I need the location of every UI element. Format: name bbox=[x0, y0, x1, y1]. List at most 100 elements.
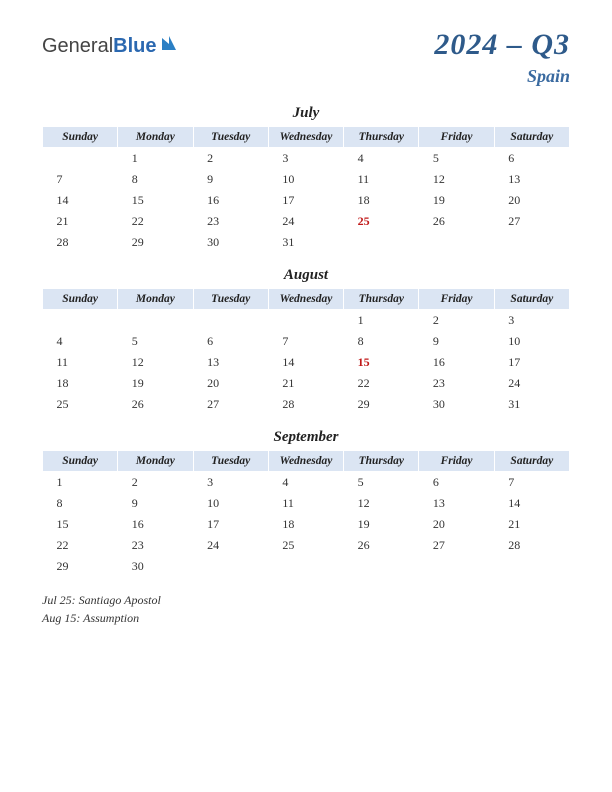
day-cell: 15 bbox=[43, 514, 118, 535]
day-cell: 20 bbox=[193, 373, 268, 394]
day-cell: 16 bbox=[193, 190, 268, 211]
day-cell bbox=[43, 148, 118, 170]
day-cell: 3 bbox=[193, 472, 268, 494]
day-cell: 13 bbox=[419, 493, 494, 514]
page-title: 2024 – Q3 bbox=[434, 28, 570, 62]
day-cell: 24 bbox=[494, 373, 569, 394]
day-header: Tuesday bbox=[193, 451, 268, 472]
day-cell: 27 bbox=[494, 211, 569, 232]
week-row: 11121314151617 bbox=[43, 352, 570, 373]
day-cell: 29 bbox=[344, 394, 419, 415]
calendar-container: July SundayMondayTuesdayWednesdayThursday… bbox=[42, 105, 570, 577]
day-cell bbox=[344, 232, 419, 253]
day-cell: 13 bbox=[193, 352, 268, 373]
day-cell: 29 bbox=[118, 232, 193, 253]
day-cell bbox=[268, 556, 343, 577]
day-cell: 11 bbox=[268, 493, 343, 514]
day-cell: 20 bbox=[419, 514, 494, 535]
day-cell: 9 bbox=[193, 169, 268, 190]
logo: GeneralBlue bbox=[42, 34, 178, 58]
day-cell: 14 bbox=[268, 352, 343, 373]
day-cell: 6 bbox=[193, 331, 268, 352]
day-header: Saturday bbox=[494, 451, 569, 472]
day-header: Wednesday bbox=[268, 289, 343, 310]
day-cell: 2 bbox=[118, 472, 193, 494]
day-header: Friday bbox=[419, 451, 494, 472]
day-cell: 6 bbox=[419, 472, 494, 494]
day-header: Monday bbox=[118, 451, 193, 472]
day-cell: 14 bbox=[43, 190, 118, 211]
day-cell: 18 bbox=[344, 190, 419, 211]
day-cell: 2 bbox=[419, 310, 494, 332]
day-header: Saturday bbox=[494, 289, 569, 310]
month-name: July bbox=[42, 105, 570, 122]
day-cell bbox=[193, 556, 268, 577]
day-cell: 7 bbox=[494, 472, 569, 494]
week-row: 2930 bbox=[43, 556, 570, 577]
holiday-list: Jul 25: Santiago ApostolAug 15: Assumpti… bbox=[42, 591, 570, 627]
week-row: 18192021222324 bbox=[43, 373, 570, 394]
day-cell: 28 bbox=[268, 394, 343, 415]
day-cell: 7 bbox=[268, 331, 343, 352]
day-cell bbox=[419, 232, 494, 253]
day-cell: 10 bbox=[193, 493, 268, 514]
week-row: 25262728293031 bbox=[43, 394, 570, 415]
day-header: Saturday bbox=[494, 127, 569, 148]
day-cell: 22 bbox=[118, 211, 193, 232]
day-cell: 15 bbox=[344, 352, 419, 373]
week-row: 22232425262728 bbox=[43, 535, 570, 556]
day-cell: 30 bbox=[193, 232, 268, 253]
day-header: Sunday bbox=[43, 289, 118, 310]
day-cell: 20 bbox=[494, 190, 569, 211]
day-cell: 23 bbox=[193, 211, 268, 232]
holiday-item: Jul 25: Santiago Apostol bbox=[42, 591, 570, 609]
day-cell: 8 bbox=[43, 493, 118, 514]
day-cell: 2 bbox=[193, 148, 268, 170]
day-cell: 30 bbox=[419, 394, 494, 415]
day-header: Sunday bbox=[43, 127, 118, 148]
day-cell: 17 bbox=[193, 514, 268, 535]
week-row: 15161718192021 bbox=[43, 514, 570, 535]
day-cell: 3 bbox=[494, 310, 569, 332]
day-header: Monday bbox=[118, 127, 193, 148]
day-cell: 21 bbox=[494, 514, 569, 535]
month-table: SundayMondayTuesdayWednesdayThursdayFrid… bbox=[42, 450, 570, 577]
day-cell: 28 bbox=[43, 232, 118, 253]
logo-icon bbox=[160, 34, 178, 58]
day-cell: 26 bbox=[118, 394, 193, 415]
day-cell: 12 bbox=[118, 352, 193, 373]
day-cell: 8 bbox=[118, 169, 193, 190]
day-cell: 21 bbox=[268, 373, 343, 394]
week-row: 123 bbox=[43, 310, 570, 332]
day-header: Monday bbox=[118, 289, 193, 310]
day-cell: 19 bbox=[419, 190, 494, 211]
month-block: August SundayMondayTuesdayWednesdayThursd… bbox=[42, 267, 570, 415]
day-cell: 6 bbox=[494, 148, 569, 170]
day-cell bbox=[494, 232, 569, 253]
day-cell: 16 bbox=[118, 514, 193, 535]
day-cell: 11 bbox=[344, 169, 419, 190]
day-cell: 1 bbox=[118, 148, 193, 170]
day-cell: 4 bbox=[43, 331, 118, 352]
day-cell: 3 bbox=[268, 148, 343, 170]
day-cell: 4 bbox=[344, 148, 419, 170]
page-subtitle: Spain bbox=[434, 66, 570, 87]
month-name: August bbox=[42, 267, 570, 284]
day-cell: 9 bbox=[419, 331, 494, 352]
day-cell: 16 bbox=[419, 352, 494, 373]
day-cell: 25 bbox=[268, 535, 343, 556]
day-cell: 23 bbox=[419, 373, 494, 394]
day-cell: 24 bbox=[193, 535, 268, 556]
day-cell: 25 bbox=[344, 211, 419, 232]
month-block: JulySundayMondayTuesdayWednesdayThursday… bbox=[42, 105, 570, 253]
day-header: Tuesday bbox=[193, 127, 268, 148]
month-table: SundayMondayTuesdayWednesdayThursdayFrid… bbox=[42, 288, 570, 415]
day-cell: 29 bbox=[43, 556, 118, 577]
day-cell: 31 bbox=[268, 232, 343, 253]
title-block: 2024 – Q3 Spain bbox=[434, 28, 570, 87]
day-cell: 10 bbox=[268, 169, 343, 190]
day-cell: 1 bbox=[43, 472, 118, 494]
week-row: 28293031 bbox=[43, 232, 570, 253]
week-row: 123456 bbox=[43, 148, 570, 170]
day-cell: 5 bbox=[118, 331, 193, 352]
